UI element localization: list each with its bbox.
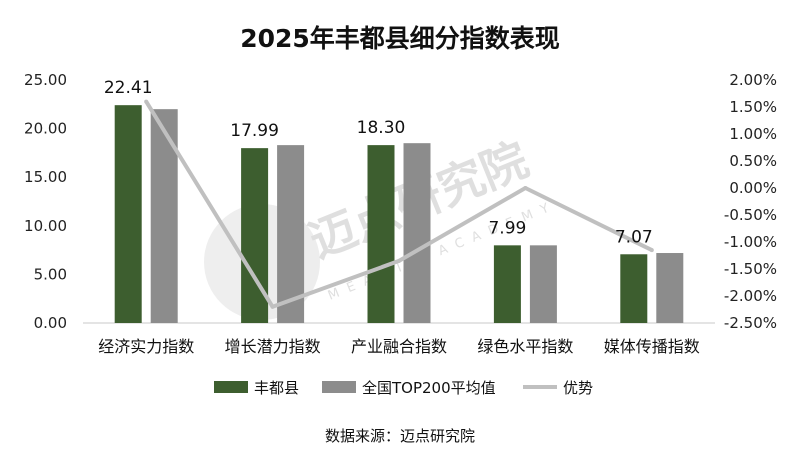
bar-fengdu bbox=[620, 254, 648, 323]
right-tick-label: -1.00% bbox=[724, 233, 777, 251]
category-label: 媒体传播指数 bbox=[604, 337, 700, 356]
left-tick-label: 0.00 bbox=[34, 314, 67, 332]
right-tick-label: -1.50% bbox=[724, 260, 777, 278]
advantage-point bbox=[144, 99, 149, 104]
data-labels: 22.41 17.99 18.30 7.99 7.07 bbox=[104, 78, 653, 247]
right-tick-label: 2.00% bbox=[729, 71, 777, 89]
left-axis: 0.00 5.00 10.00 15.00 20.00 25.00 bbox=[24, 71, 67, 332]
bar-top200-average bbox=[150, 109, 178, 323]
legend-label-top200: 全国TOP200平均值 bbox=[362, 379, 496, 397]
category-label: 产业融合指数 bbox=[351, 337, 447, 356]
right-tick-label: 0.50% bbox=[729, 152, 777, 170]
data-label: 18.30 bbox=[357, 118, 406, 138]
advantage-point bbox=[397, 258, 401, 263]
left-tick-label: 10.00 bbox=[24, 217, 67, 235]
category-label: 绿色水平指数 bbox=[477, 337, 573, 356]
bar-fengdu bbox=[114, 105, 142, 323]
right-tick-label: 0.00% bbox=[729, 179, 777, 197]
bar-top200-average bbox=[529, 245, 557, 323]
chart-title: 2025年丰都县细分指数表现 bbox=[240, 24, 560, 53]
bar-top200-average bbox=[656, 253, 684, 323]
data-label: 22.41 bbox=[104, 78, 153, 98]
bar-top200-average bbox=[403, 143, 431, 323]
category-label: 经济实力指数 bbox=[98, 337, 194, 356]
right-tick-label: -0.50% bbox=[724, 206, 777, 224]
legend-label-advantage: 优势 bbox=[563, 379, 593, 397]
right-tick-label: -2.50% bbox=[724, 314, 777, 332]
data-label: 7.99 bbox=[488, 218, 526, 238]
legend-swatch-fengdu bbox=[214, 381, 248, 393]
right-tick-label: 1.50% bbox=[729, 98, 777, 116]
data-label: 17.99 bbox=[230, 121, 279, 141]
legend-swatch-top200 bbox=[322, 381, 356, 393]
legend: 丰都县 全国TOP200平均值 优势 bbox=[214, 379, 593, 397]
bar-top200-average bbox=[277, 145, 305, 323]
category-label: 增长潜力指数 bbox=[225, 337, 321, 356]
bar-fengdu bbox=[241, 148, 269, 323]
advantage-point bbox=[270, 304, 275, 309]
advantage-point bbox=[523, 186, 528, 190]
advantage-line bbox=[144, 99, 654, 309]
right-tick-label: 1.00% bbox=[729, 125, 777, 143]
data-label: 7.07 bbox=[615, 227, 653, 247]
left-tick-label: 5.00 bbox=[34, 265, 67, 283]
right-axis: -2.50% -2.00% -1.50% -1.00% -0.50% 0.00% 0.50%… bbox=[724, 71, 777, 332]
left-tick-label: 25.00 bbox=[24, 71, 67, 89]
right-tick-label: -2.00% bbox=[724, 287, 777, 305]
category-labels: 经济实力指数 增长潜力指数 产业融合指数 绿色水平指数 媒体传播指数 bbox=[98, 337, 700, 356]
left-tick-label: 20.00 bbox=[24, 120, 67, 138]
source-note: 数据来源：迈点研究院 bbox=[325, 427, 475, 445]
legend-label-fengdu: 丰都县 bbox=[254, 379, 299, 397]
advantage-point bbox=[649, 248, 654, 253]
left-tick-label: 15.00 bbox=[24, 168, 67, 186]
bar-fengdu bbox=[493, 245, 521, 323]
bar-fengdu bbox=[367, 145, 395, 323]
